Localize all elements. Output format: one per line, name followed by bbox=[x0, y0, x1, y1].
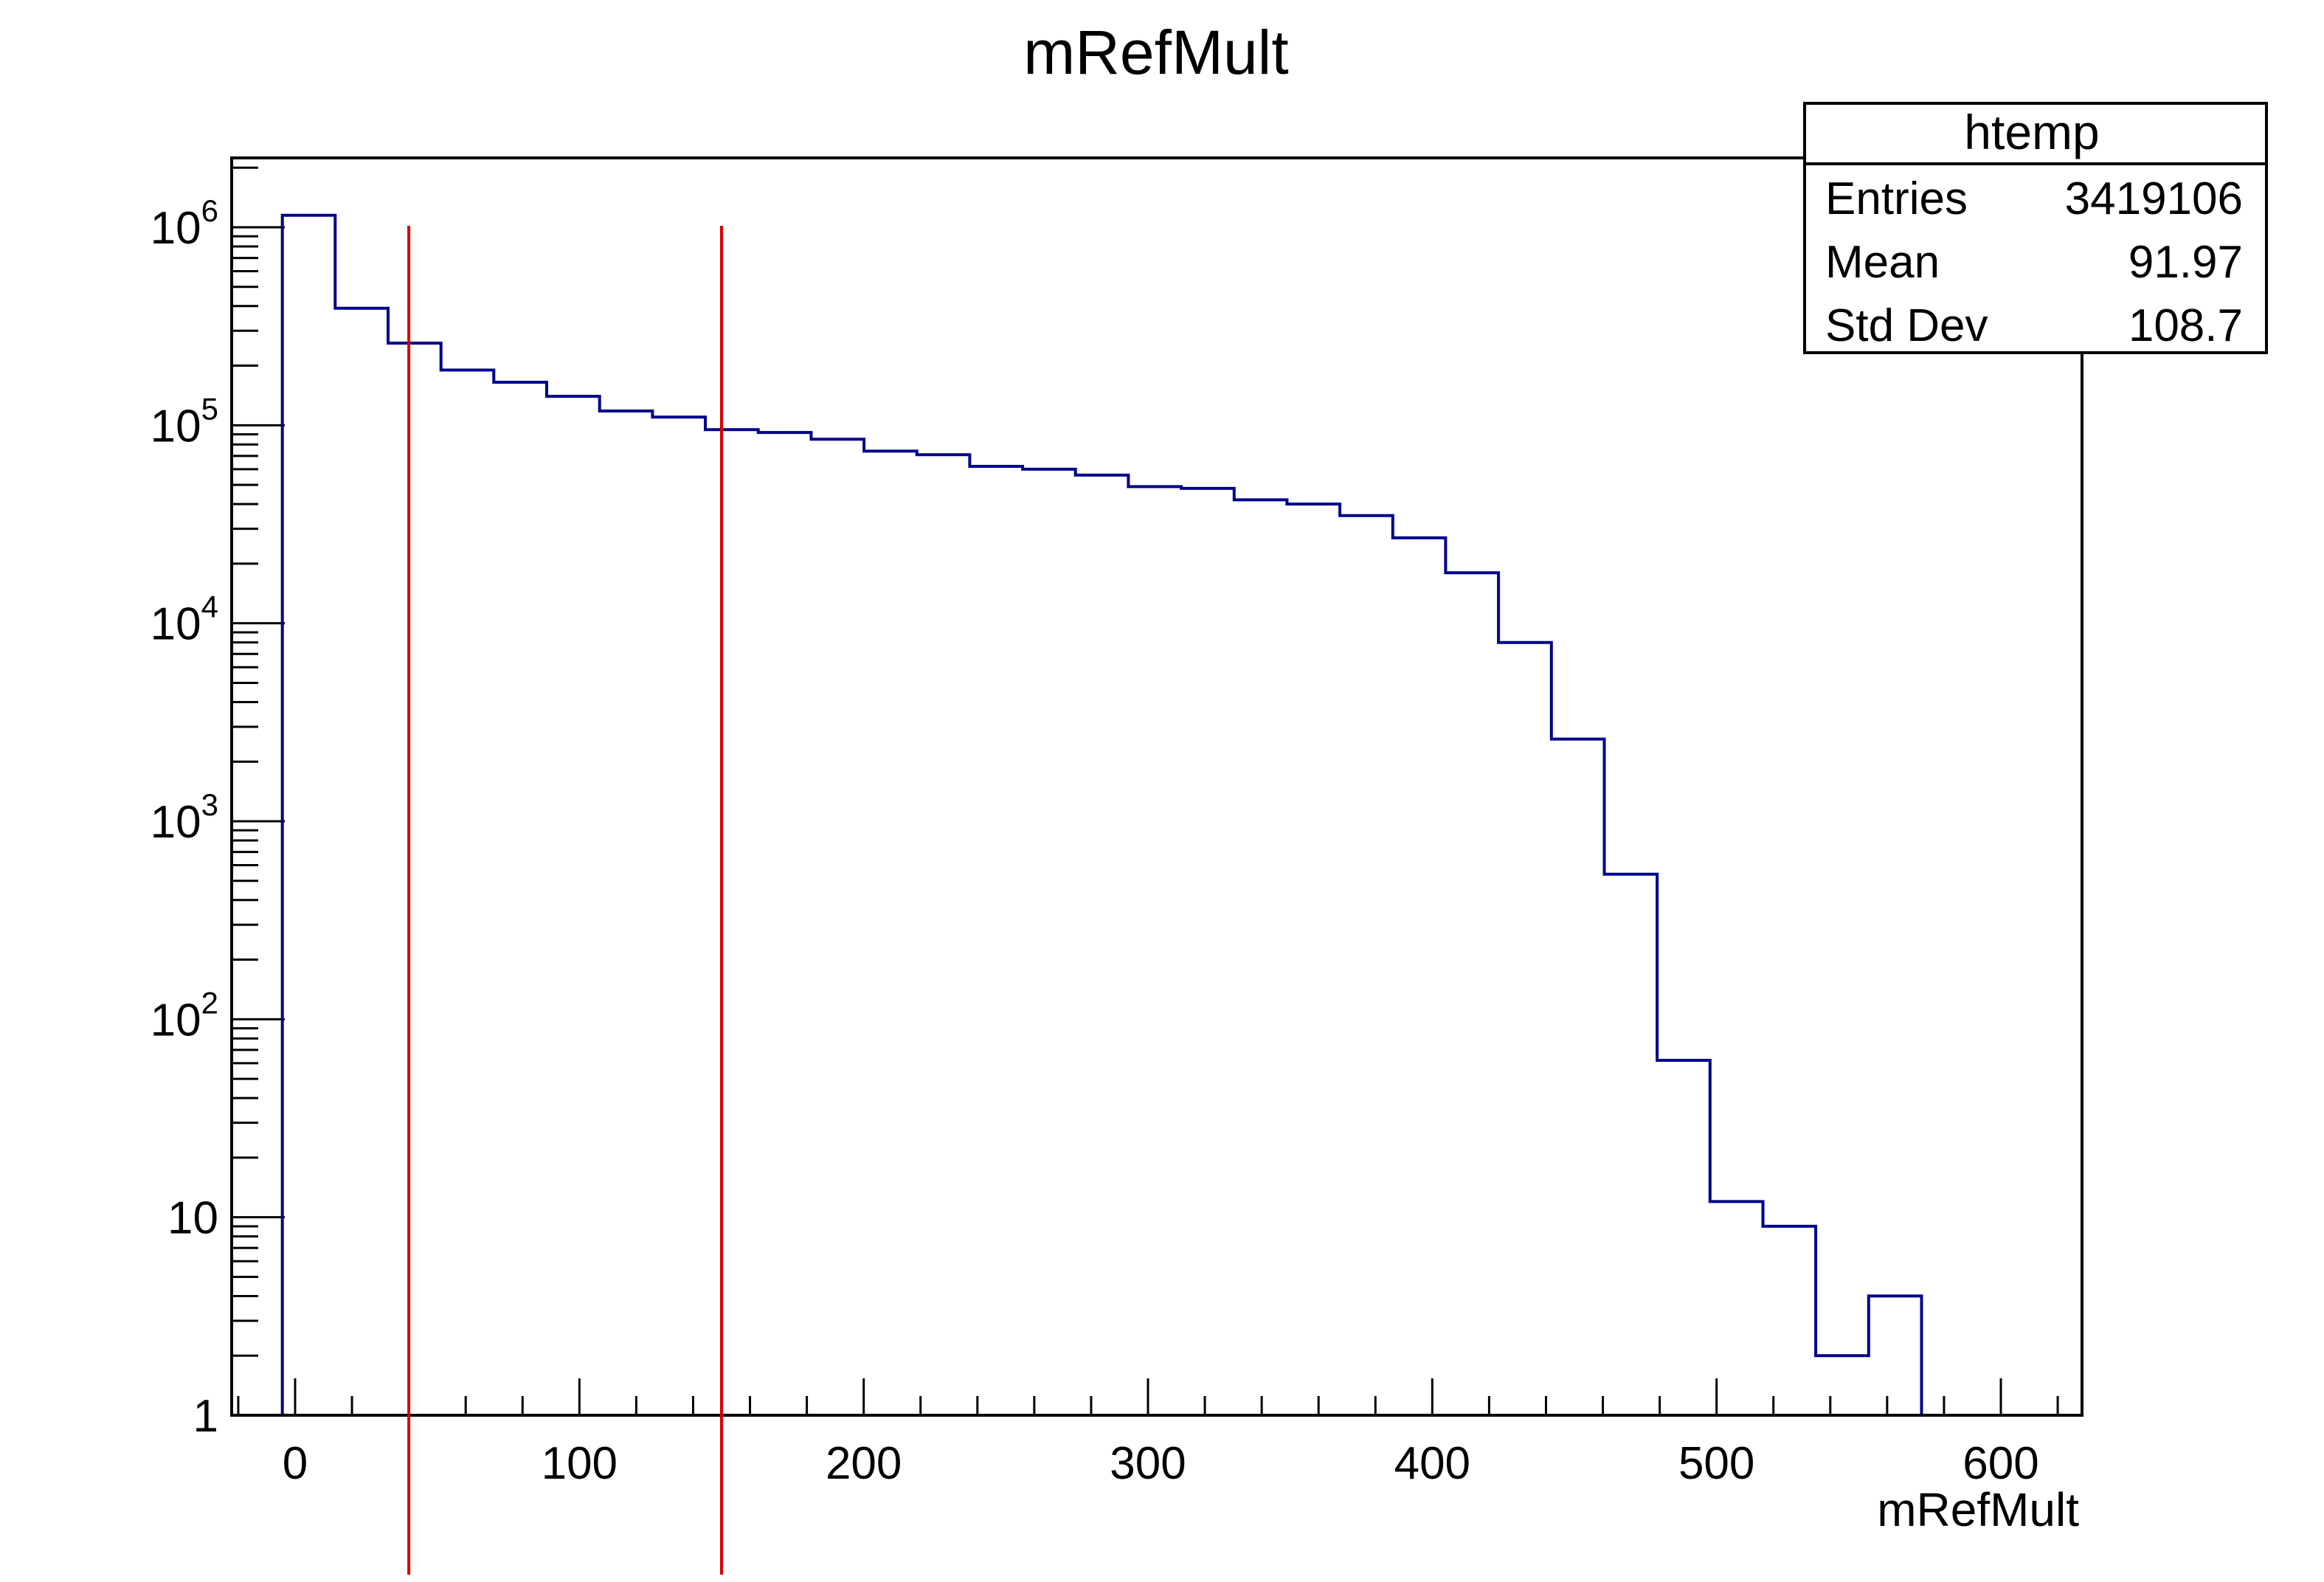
x-axis-title: mRefMult bbox=[1877, 1483, 2079, 1536]
y-tick-label: 102 bbox=[151, 985, 218, 1046]
plot-frame bbox=[230, 156, 2083, 1417]
stats-entries-label: Entries bbox=[1825, 173, 1968, 224]
stats-box: htemp Entries 3419106 Mean 91.97 Std Dev… bbox=[1803, 102, 2268, 354]
stats-mean-label: Mean bbox=[1825, 237, 1940, 288]
y-tick-label: 104 bbox=[151, 590, 218, 650]
stats-entries-value: 3419106 bbox=[2065, 173, 2243, 224]
x-tick-label: 300 bbox=[1110, 1438, 1186, 1489]
y-tick-label: 1 bbox=[193, 1391, 218, 1442]
x-tick-label: 100 bbox=[542, 1438, 618, 1489]
stats-box-frame bbox=[1803, 102, 2268, 354]
chart-title: mRefMult bbox=[1023, 18, 1288, 87]
x-tick-label: 200 bbox=[826, 1438, 902, 1489]
y-tick-label: 105 bbox=[151, 391, 218, 452]
y-minor-ticks bbox=[232, 166, 258, 1357]
stats-box-title: htemp bbox=[1964, 105, 2099, 159]
x-tick-label: 400 bbox=[1394, 1438, 1470, 1489]
x-tick-label: 600 bbox=[1962, 1438, 2038, 1489]
stats-mean-value: 91.97 bbox=[2128, 237, 2243, 288]
x-ticks bbox=[237, 1378, 2059, 1415]
stats-stddev-label: Std Dev bbox=[1825, 300, 1988, 351]
cut-lines bbox=[407, 226, 723, 1575]
histogram-series-line bbox=[280, 213, 2027, 1417]
x-tick-label: 500 bbox=[1678, 1438, 1754, 1489]
x-tick-labels: 0 100 200 300 400 500 600 bbox=[283, 1438, 2039, 1489]
y-tick-label: 10 bbox=[167, 1193, 218, 1244]
stats-stddev-value: 108.7 bbox=[2128, 300, 2243, 351]
x-tick-label: 0 bbox=[283, 1438, 308, 1489]
